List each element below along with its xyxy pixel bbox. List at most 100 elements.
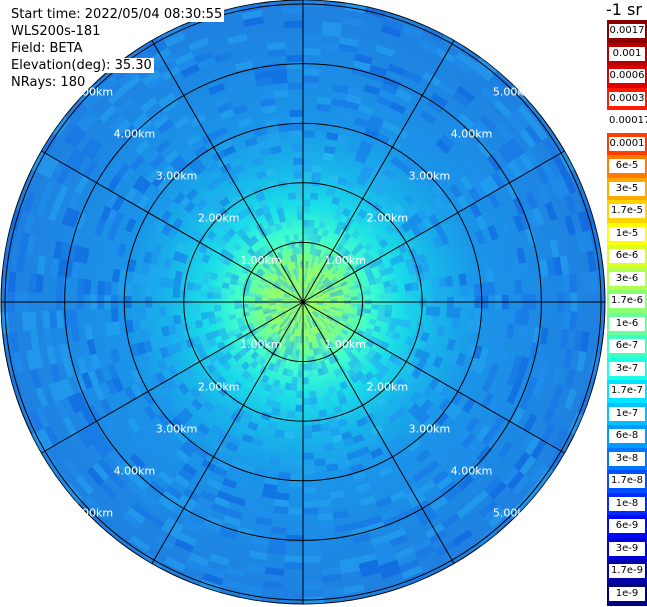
range-gate-cell [132,272,141,285]
range-gate-cell [28,311,37,331]
range-gate-cell [403,70,423,84]
range-gate-cell [328,310,336,315]
range-gate-cell [210,424,223,436]
range-gate-cell [354,263,363,272]
range-gate-cell [456,85,476,103]
range-gate-cell [216,274,225,283]
range-gate-cell [282,6,303,15]
range-gate-cell [266,41,286,51]
range-gate-cell [397,508,416,522]
range-gate-cell [177,57,197,72]
range-gate-cell [507,113,525,133]
range-gate-cell [338,466,353,477]
range-gate-cell [83,279,92,295]
range-gate-cell [188,157,203,171]
range-gate-cell [431,315,440,326]
range-gate-cell [448,123,466,140]
range-gate-cell [432,355,444,369]
range-gate-cell [295,275,299,283]
range-gate-cell [246,374,256,384]
range-gate-cell [331,91,348,101]
range-gate-cell [317,339,323,348]
range-gate-cell [337,134,351,144]
range-gate-cell [105,208,118,225]
range-gate-cell [156,336,166,349]
range-gate-cell [375,132,391,145]
range-gate-cell [513,156,529,176]
range-gate-cell [390,435,404,448]
range-gate-cell [237,321,246,328]
range-gate-cell [471,319,481,333]
range-gate-cell [205,331,214,341]
range-gate-cell [333,314,342,321]
range-gate-cell [328,420,339,430]
range-gate-cell [213,496,231,509]
range-gate-cell [303,541,321,550]
range-gate-cell [268,539,287,549]
range-gate-cell [328,483,343,493]
range-gate-cell [311,424,322,433]
range-gate-cell [374,233,385,243]
range-gate-cell [409,356,421,368]
range-gate-cell [117,282,126,296]
range-gate-cell [160,163,175,178]
range-gate-cell [283,305,290,309]
range-gate-cell [465,319,474,332]
range-gate-cell [272,284,280,290]
range-gate-cell [149,253,160,266]
range-gate-cell [321,267,328,275]
range-gate-cell [75,109,94,129]
range-gate-cell [313,309,321,315]
range-gate-cell [343,293,351,298]
range-gate-cell [146,274,155,287]
range-gate-cell [330,427,341,437]
range-gate-cell [266,346,274,355]
range-gate-cell [362,285,371,292]
range-gate-cell [549,178,564,200]
range-gate-cell [29,368,42,389]
range-gate-cell [304,308,307,316]
range-gate-cell [493,99,513,119]
range-gate-cell [389,101,407,115]
range-gate-cell [99,381,112,399]
range-gate-cell [352,469,367,481]
range-gate-cell [132,175,147,191]
range-gate-cell [374,44,395,57]
range-gate-cell [335,289,343,294]
range-gate-cell [280,274,287,281]
range-gate-cell [261,104,277,115]
range-gate-cell [156,411,171,427]
range-gate-cell [519,432,535,452]
range-gate-cell [254,354,263,364]
range-gate-cell [290,473,303,481]
range-gate-cell [339,557,359,568]
field-name: Field: BETA [9,41,85,56]
range-gate-cell [283,264,290,272]
range-gate-cell [422,270,432,281]
range-gate-cell [211,329,221,338]
range-gate-cell [573,330,583,351]
range-label: 1.00km [324,338,366,351]
range-gate-cell [307,314,312,322]
range-gate-cell [318,221,326,230]
range-gate-cell [481,376,494,393]
range-gate-cell [59,242,70,261]
range-gate-cell [264,226,273,236]
range-gate-cell [284,562,303,570]
range-gate-cell [205,179,219,192]
range-label: 2.00km [366,380,408,393]
range-gate-cell [178,340,189,351]
range-gate-cell [52,344,64,364]
range-gate-cell [303,486,317,495]
range-gate-cell [309,397,318,405]
range-gate-cell [244,499,261,511]
range-gate-cell [201,277,210,286]
range-gate-cell [201,356,212,368]
range-gate-cell [303,68,320,77]
range-gate-cell [381,120,397,133]
range-gate-cell [63,360,75,379]
range-gate-cell [241,224,251,234]
range-gate-cell [432,470,449,486]
range-gate-cell [36,255,47,275]
